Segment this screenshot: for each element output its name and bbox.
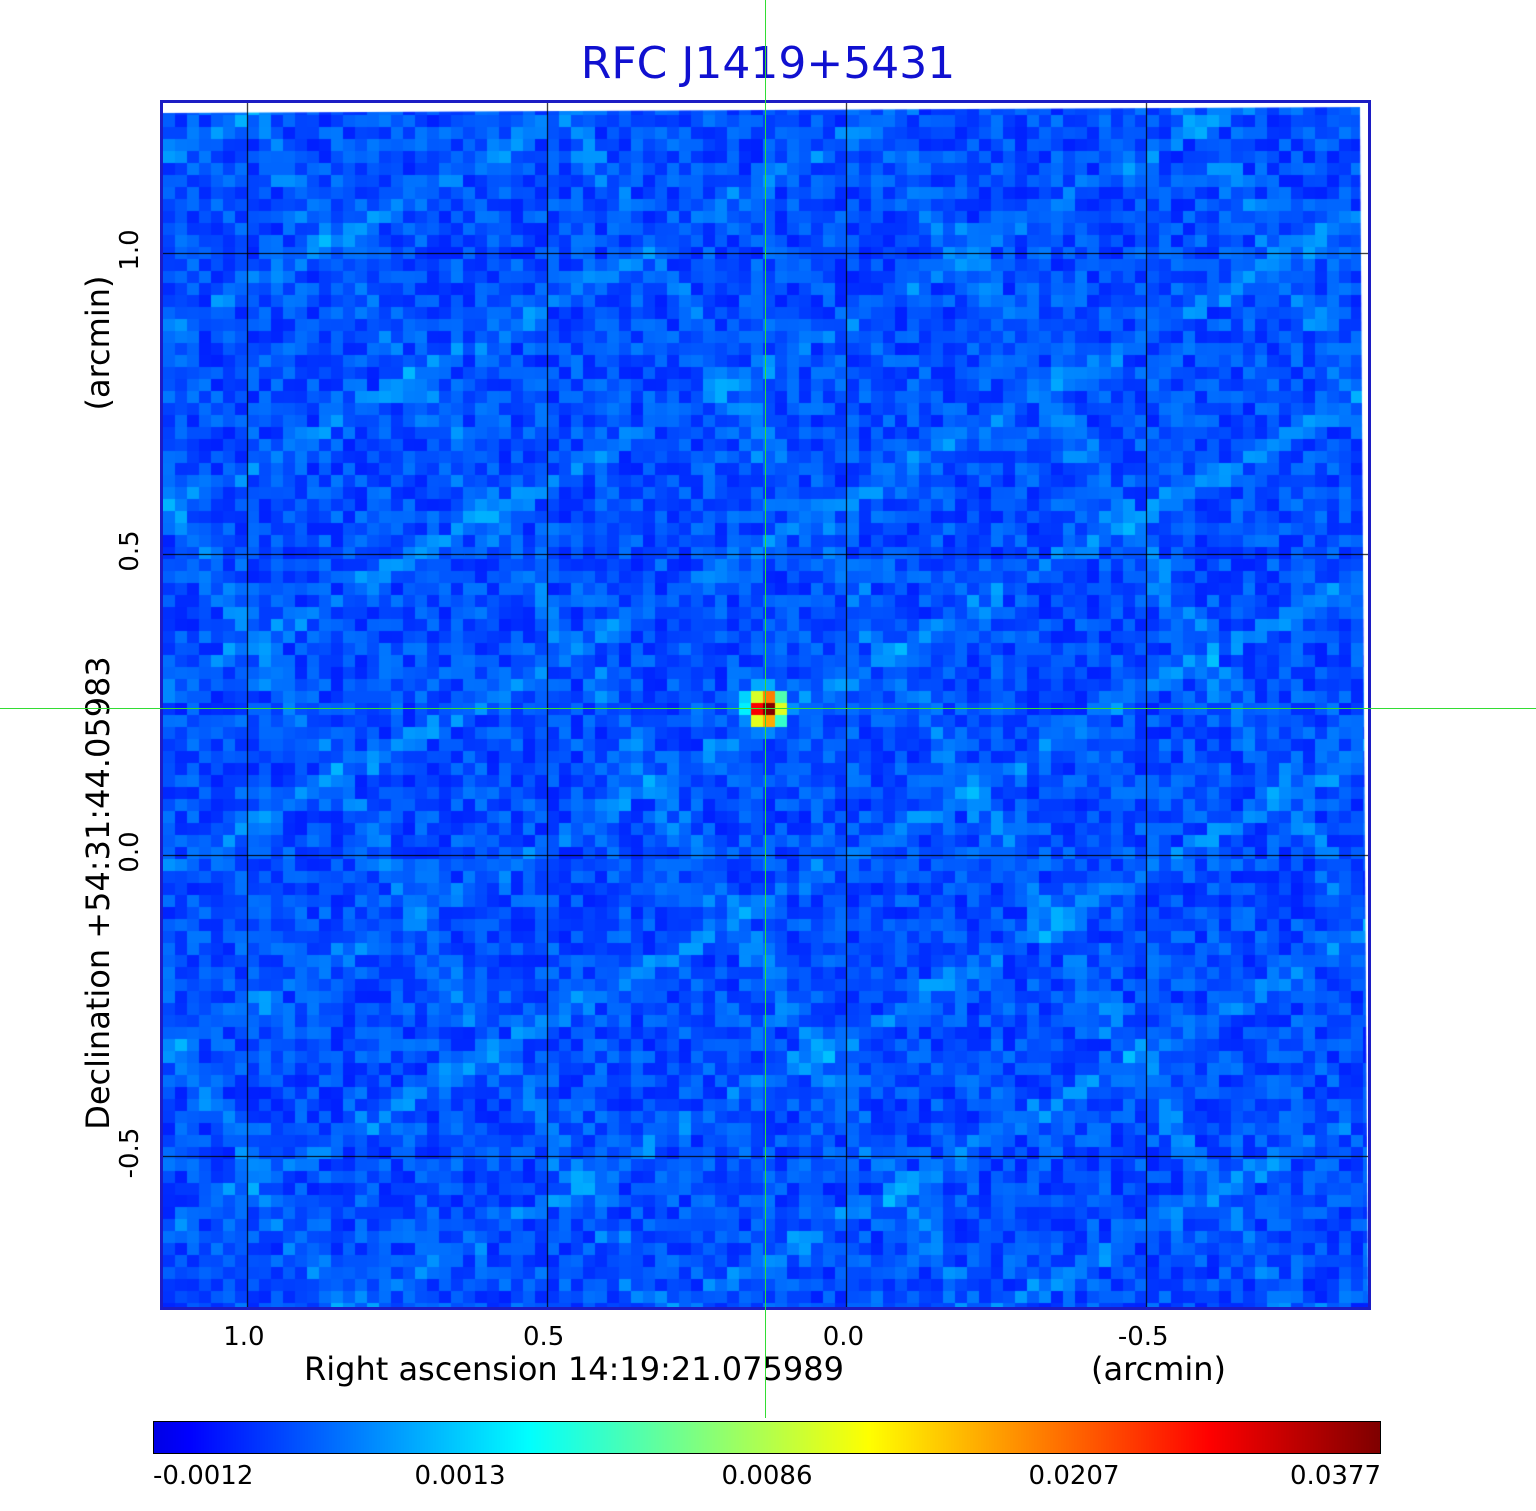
colorbar — [153, 1421, 1381, 1454]
x-axis-unit: (arcmin) — [1091, 1350, 1226, 1388]
colorbar-tick-label: 0.0377 — [1290, 1461, 1381, 1491]
x-tick-label: 0.0 — [822, 1322, 865, 1352]
colorbar-tick-label: 0.0013 — [414, 1461, 506, 1491]
chart-title: RFC J1419+5431 — [580, 38, 956, 89]
x-tick-label: 0.5 — [522, 1322, 565, 1352]
x-axis-label: Right ascension 14:19:21.075989 — [304, 1350, 844, 1388]
x-tick-label: 1.0 — [223, 1322, 265, 1352]
colorbar-tick-label: 0.0086 — [721, 1461, 813, 1491]
colorbar-tick-label: -0.0012 — [153, 1461, 254, 1491]
x-tick-label: -0.5 — [1117, 1322, 1169, 1352]
colorbar-tick-label: 0.0207 — [1028, 1461, 1120, 1491]
